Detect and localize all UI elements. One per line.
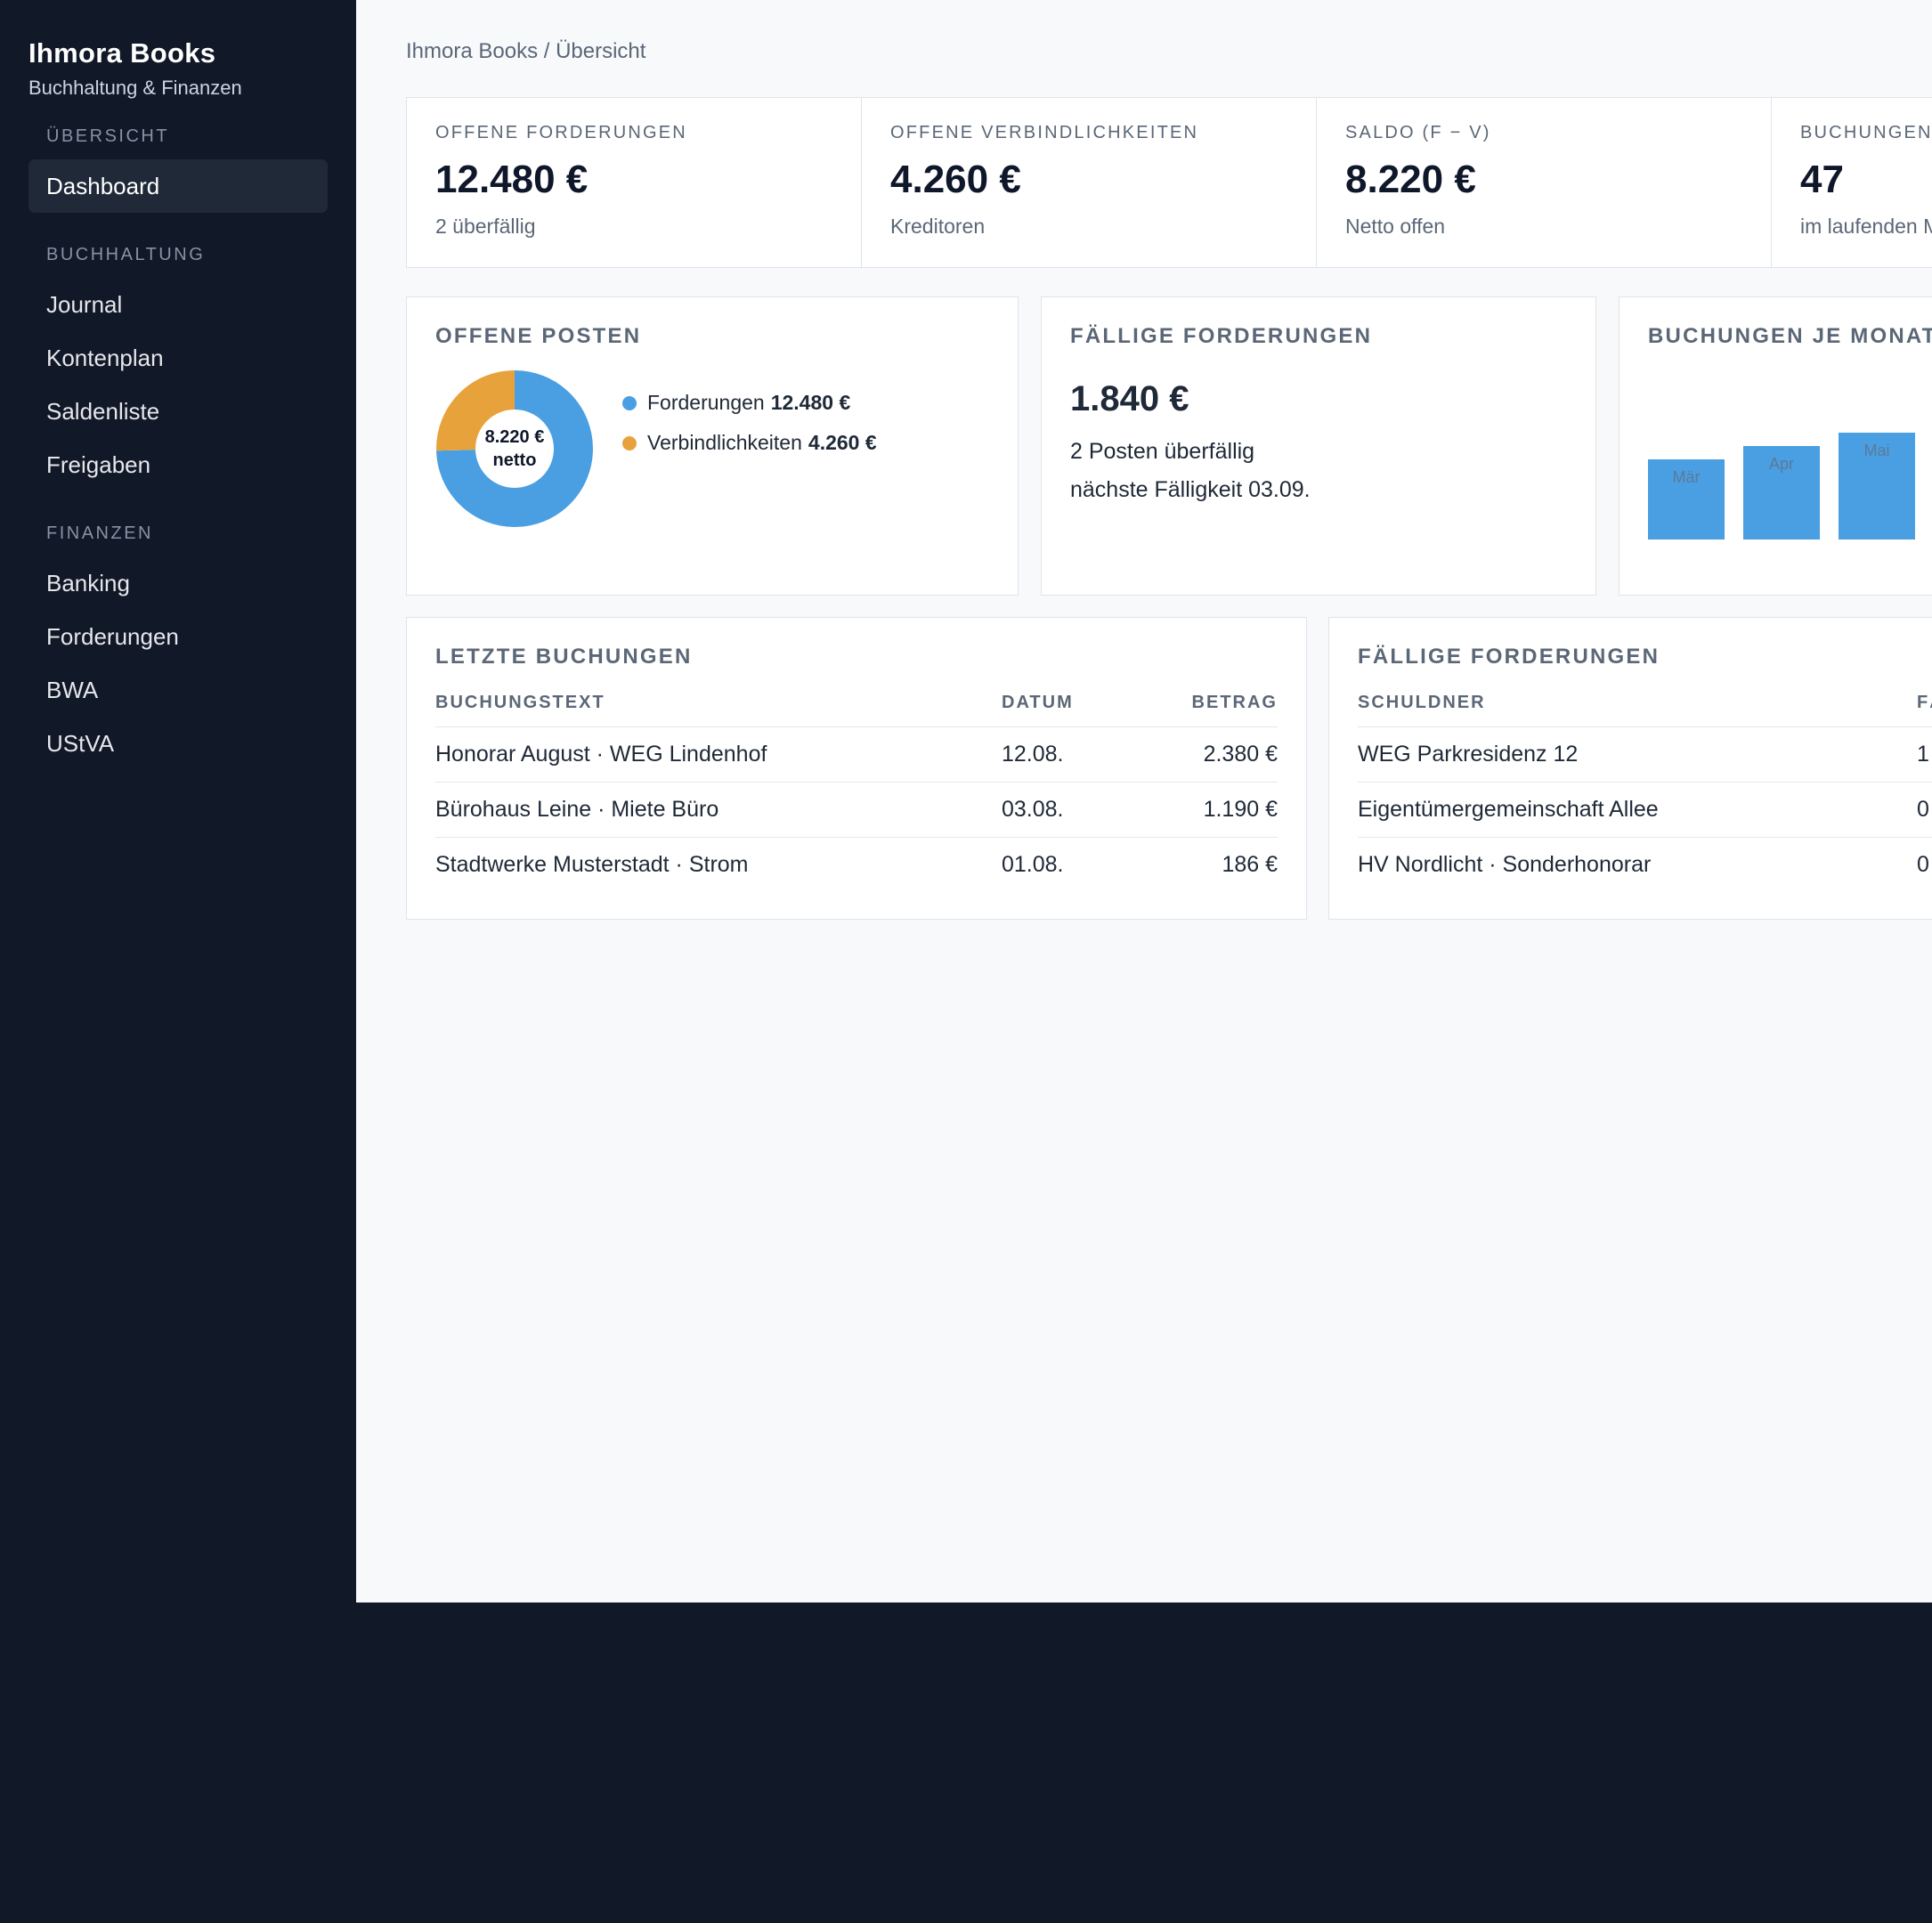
card-title: OFFENE POSTEN xyxy=(435,324,642,348)
card-buchungen-je-monat: BUCHUNGEN JE MONAT Mär Apr Mai xyxy=(1619,296,1932,596)
cell-betrag: 1.190 € xyxy=(1135,782,1278,838)
cell-buchungstext: Stadtwerke Musterstadt · Strom xyxy=(435,851,749,877)
donut-chart: 8.220 € netto xyxy=(435,369,594,528)
sidebar-item-saldenliste[interactable]: Saldenliste xyxy=(46,398,160,425)
kpi-sub: 2 überfällig xyxy=(435,215,536,238)
bar-2 xyxy=(1839,433,1915,540)
card-offene-posten: OFFENE POSTEN 8.220 € netto Forderungen … xyxy=(406,296,1019,596)
card-title: FÄLLIGE FORDERUNGEN xyxy=(1358,645,1660,669)
kpi-label: SALDO (F − V) xyxy=(1345,123,1491,142)
sidebar-item-bwa[interactable]: BWA xyxy=(46,677,99,703)
column-header-schuldner[interactable]: SCHULDNER xyxy=(1358,680,1917,727)
sidebar-item-freigaben[interactable]: Freigaben xyxy=(46,451,151,478)
donut-center: 8.220 € netto xyxy=(435,369,594,528)
cell-betrag: 2.380 € xyxy=(1135,726,1278,783)
cell-datum: 12.08. xyxy=(1002,726,1135,783)
cell-buchungstext: Bürohaus Leine · Miete Büro xyxy=(435,782,1002,838)
faellige-line2: nächste Fälligkeit 03.09. xyxy=(1070,477,1311,502)
kpi-sub: Kreditoren xyxy=(890,215,986,238)
legend-value: 12.480 € xyxy=(770,391,851,414)
table-row[interactable]: HV Nordlicht · Sonderhonorar 0 xyxy=(1358,837,1932,892)
kpi-value: 4.260 € xyxy=(890,158,1021,201)
faellige-line1: 2 Posten überfällig xyxy=(1070,439,1255,464)
cell-faelligkeit: 1 xyxy=(1917,726,1932,783)
kpi-value: 12.480 € xyxy=(435,158,589,201)
donut-svg xyxy=(436,370,593,527)
kpi-label: BUCHUNGEN xyxy=(1800,123,1932,142)
faellige-forderungen-table: SCHULDNER FÄ WEG Parkresidenz 12 1 Eigen… xyxy=(1358,680,1932,892)
cell-betrag: 186 € xyxy=(1222,851,1278,877)
nav-section-finanzen: FINANZEN xyxy=(46,523,153,543)
table-row[interactable]: Bürohaus Leine · Miete Büro 03.08. 1.190… xyxy=(435,782,1278,838)
kpi-sub: im laufenden M xyxy=(1800,215,1932,238)
column-header-buchungstext[interactable]: BUCHUNGSTEXT xyxy=(435,680,1002,727)
legend-dot xyxy=(622,395,637,410)
table-row[interactable]: Stadtwerke Musterstadt · Strom 01.08. 18… xyxy=(435,837,1278,892)
donut-slice-verbindlichkeiten xyxy=(436,370,593,527)
kpi-label: OFFENE VERBINDLICHKEITEN xyxy=(890,123,1199,142)
legend-item-verbindlichkeiten: Verbindlichkeiten 4.260 € xyxy=(622,423,877,463)
kpi-offene-forderungen: OFFENE FORDERUNGEN 12.480 € 2 überfällig xyxy=(407,98,862,267)
card-faellige-tabelle: FÄLLIGE FORDERUNGEN SCHULDNER FÄ WEG Par… xyxy=(1328,617,1932,920)
bar-label: Mai xyxy=(1863,442,1890,459)
cell-buchungstext: Honorar August · WEG Lindenhof xyxy=(435,726,1002,783)
bar-0 xyxy=(1648,459,1725,540)
column-header-betrag[interactable]: BETRAG xyxy=(1135,680,1278,727)
letzte-buchungen-table: BUCHUNGSTEXT DATUM BETRAG Honorar August… xyxy=(435,680,1278,892)
kpi-label: OFFENE FORDERUNGEN xyxy=(435,123,687,142)
legend-dot xyxy=(622,435,637,450)
kpi-offene-verbindlichkeiten: OFFENE VERBINDLICHKEITEN 4.260 € Kredito… xyxy=(862,98,1317,267)
bar-chart: Mär Apr Mai xyxy=(1648,297,1932,568)
card-title: FÄLLIGE FORDERUNGEN xyxy=(1070,324,1373,348)
table-row[interactable]: Eigentümergemeinschaft Allee 0 xyxy=(1358,782,1932,838)
bar-label: Apr xyxy=(1768,455,1794,473)
cell-datum: 03.08. xyxy=(1002,782,1135,838)
kpi-buchungen: BUCHUNGEN 47 im laufenden M xyxy=(1772,98,1932,267)
brand-subtitle: Buchhaltung & Finanzen xyxy=(28,77,242,99)
bar-label: Mär xyxy=(1672,468,1701,486)
donut-center-value: 8.220 € xyxy=(484,426,545,447)
kpi-strip: OFFENE FORDERUNGEN 12.480 € 2 überfällig… xyxy=(406,97,1932,268)
legend-value: 4.260 € xyxy=(808,431,877,454)
kpi-value: 47 xyxy=(1800,158,1844,201)
sidebar-item-forderungen[interactable]: Forderungen xyxy=(46,623,179,650)
main-content: Ihmora Books / Übersicht OFFENE FORDERUN… xyxy=(356,0,1932,1602)
card-faellige-summary: FÄLLIGE FORDERUNGEN 1.840 € 2 Posten übe… xyxy=(1041,296,1596,596)
cell-faelligkeit: 0 xyxy=(1917,782,1932,838)
sidebar-item-kontenplan[interactable]: Kontenplan xyxy=(46,345,164,371)
sidebar-item-journal[interactable]: Journal xyxy=(46,291,123,318)
sidebar-item-banking[interactable]: Banking xyxy=(46,570,130,596)
faellige-amount: 1.840 € xyxy=(1070,379,1189,418)
table-row[interactable]: WEG Parkresidenz 12 1 xyxy=(1358,726,1932,783)
sidebar-item-dashboard[interactable]: Dashboard xyxy=(28,159,328,213)
card-title: LETZTE BUCHUNGEN xyxy=(435,645,693,669)
nav-section-uebersicht: ÜBERSICHT xyxy=(46,126,170,146)
sidebar: Ihmora Books Buchhaltung & Finanzen ÜBER… xyxy=(0,0,356,1602)
legend-label: Verbindlichkeiten xyxy=(647,431,802,454)
nav-section-buchhaltung: BUCHHALTUNG xyxy=(46,245,206,264)
column-header-datum[interactable]: DATUM xyxy=(1002,680,1135,727)
donut-legend: Forderungen 12.480 € Verbindlichkeiten 4… xyxy=(622,383,877,463)
brand-title: Ihmora Books xyxy=(28,37,216,69)
donut-center-label: netto xyxy=(492,450,537,470)
sidebar-item-ustva[interactable]: UStVA xyxy=(46,730,115,757)
cell-datum: 01.08. xyxy=(1002,851,1064,877)
kpi-value: 8.220 € xyxy=(1345,158,1476,201)
kpi-sub: Netto offen xyxy=(1345,215,1446,238)
cell-faelligkeit: 0 xyxy=(1917,851,1929,877)
card-title: BUCHUNGEN JE MONAT xyxy=(1648,324,1932,348)
kpi-saldo: SALDO (F − V) 8.220 € Netto offen xyxy=(1317,98,1772,267)
table-row[interactable]: Honorar August · WEG Lindenhof 12.08. 2.… xyxy=(435,726,1278,783)
breadcrumb[interactable]: Ihmora Books / Übersicht xyxy=(406,39,646,63)
cell-schuldner: Eigentümergemeinschaft Allee xyxy=(1358,782,1917,838)
bar-1 xyxy=(1743,446,1820,540)
legend-label: Forderungen xyxy=(647,391,765,414)
legend-item-forderungen: Forderungen 12.480 € xyxy=(622,383,877,423)
column-header-faelligkeit[interactable]: FÄ xyxy=(1917,680,1932,727)
cell-schuldner: WEG Parkresidenz 12 xyxy=(1358,726,1917,783)
card-letzte-buchungen: LETZTE BUCHUNGEN BUCHUNGSTEXT DATUM BETR… xyxy=(406,617,1307,920)
cell-schuldner: HV Nordlicht · Sonderhonorar xyxy=(1358,851,1652,877)
